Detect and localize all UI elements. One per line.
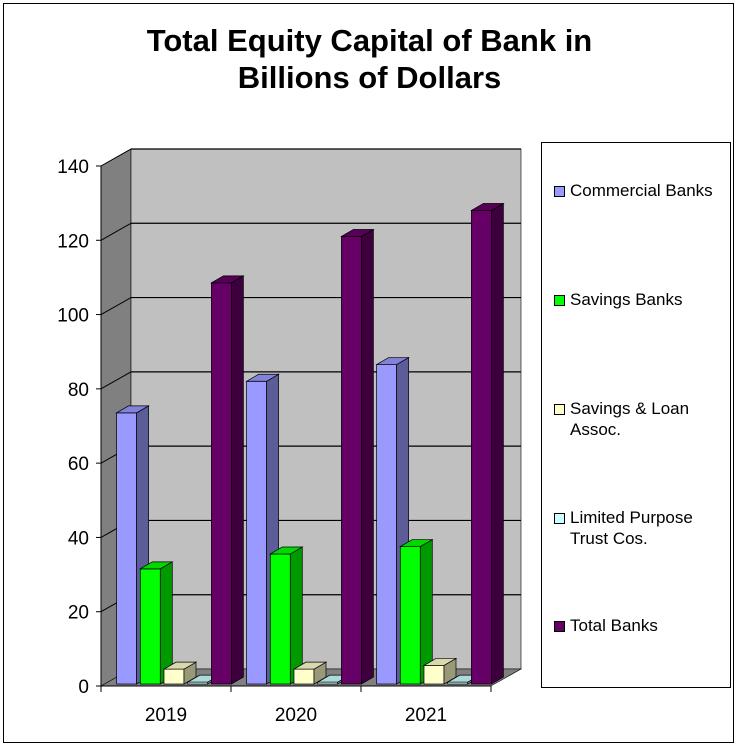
y-tick-label: 20 xyxy=(68,603,89,624)
y-tick-label: 60 xyxy=(68,454,89,475)
legend-label: Savings Banks xyxy=(570,290,683,309)
legend-item-total-banks: Total Banks xyxy=(554,615,729,636)
bar-2021-4-side xyxy=(491,202,504,685)
bar-2019-4-side xyxy=(231,275,244,685)
bar-2020-0-top xyxy=(245,373,280,382)
bar-2021-2-front xyxy=(423,665,445,685)
y-tick-label: 40 xyxy=(68,528,89,549)
x-tick-label: 2021 xyxy=(405,705,447,726)
chart-title: Total Equity Capital of Bank in Billions… xyxy=(4,22,735,96)
legend-swatch-savings-loan xyxy=(554,404,565,415)
bar-2019-0-front xyxy=(116,412,137,685)
gridline-side xyxy=(100,148,132,167)
bar-2021-0-front xyxy=(376,364,397,685)
gridline-side xyxy=(100,297,132,316)
bar-2019-2-front xyxy=(163,668,185,685)
legend: Commercial Banks Savings Banks Savings &… xyxy=(541,142,731,688)
y-tick-label: 0 xyxy=(78,677,89,698)
legend-item-savings-banks: Savings Banks xyxy=(554,289,729,310)
bar-2021-4-front xyxy=(471,210,492,685)
bar-2020-1-front xyxy=(269,553,291,685)
legend-item-savings-loan: Savings & Loan Assoc. xyxy=(554,398,729,440)
x-tick-label: 2019 xyxy=(145,705,187,726)
y-tick-label: 140 xyxy=(57,157,89,178)
chart-title-line-1: Total Equity Capital of Bank in xyxy=(146,23,593,58)
bar-2020-1-side xyxy=(289,546,303,685)
bar-2021-4-top xyxy=(470,203,505,211)
bar-2019-2-top xyxy=(162,661,198,670)
legend-swatch-total-banks xyxy=(554,621,565,632)
legend-swatch-limited-purpose-trust xyxy=(554,513,565,524)
bar-2019-1-top xyxy=(139,561,174,570)
back-wall xyxy=(130,148,522,670)
bar-2020-0-front xyxy=(246,380,267,685)
chart-frame: Total Equity Capital of Bank in Billions… xyxy=(3,3,734,743)
legend-item-commercial-banks: Commercial Banks xyxy=(554,180,729,201)
bar-2019-4-front xyxy=(211,282,232,685)
bar-2021-1-front xyxy=(399,546,421,685)
bar-2020-1-top xyxy=(269,546,304,555)
gridline-side xyxy=(100,371,132,390)
legend-swatch-savings-banks xyxy=(554,295,565,306)
legend-label: Limited Purpose Trust Cos. xyxy=(570,508,693,548)
bar-2019-0-top xyxy=(115,405,150,414)
bar-2019-4-top xyxy=(210,275,245,284)
x-tick-label: 2020 xyxy=(275,705,317,726)
gridline-side xyxy=(100,222,132,241)
bar-2020-2-top xyxy=(292,661,328,670)
y-tick-label: 120 xyxy=(57,231,89,252)
bar-2020-4-top xyxy=(340,229,375,237)
bar-2020-2-front xyxy=(293,668,315,685)
bar-2020-4-side xyxy=(361,228,374,685)
legend-swatch-commercial-banks xyxy=(554,186,565,197)
bar-2019-1-front xyxy=(139,568,161,685)
bar-2020-4-front xyxy=(341,236,362,685)
legend-label: Savings & Loan Assoc. xyxy=(570,399,690,439)
bar-2021-0-top xyxy=(375,357,410,365)
legend-item-limited-purpose-trust: Limited Purpose Trust Cos. xyxy=(554,507,729,549)
plot-area: 0 20 40 60 80 100 120 140 2019 2020 2021 xyxy=(57,148,523,726)
legend-label: Total Banks xyxy=(570,616,658,635)
bar-2021-2-top xyxy=(422,658,458,666)
legend-label: Commercial Banks xyxy=(570,181,713,200)
bar-2021-1-top xyxy=(399,539,434,547)
chart-title-line-2: Billions of Dollars xyxy=(237,60,502,95)
y-tick-label: 100 xyxy=(57,306,89,327)
y-tick-label: 80 xyxy=(68,380,89,401)
